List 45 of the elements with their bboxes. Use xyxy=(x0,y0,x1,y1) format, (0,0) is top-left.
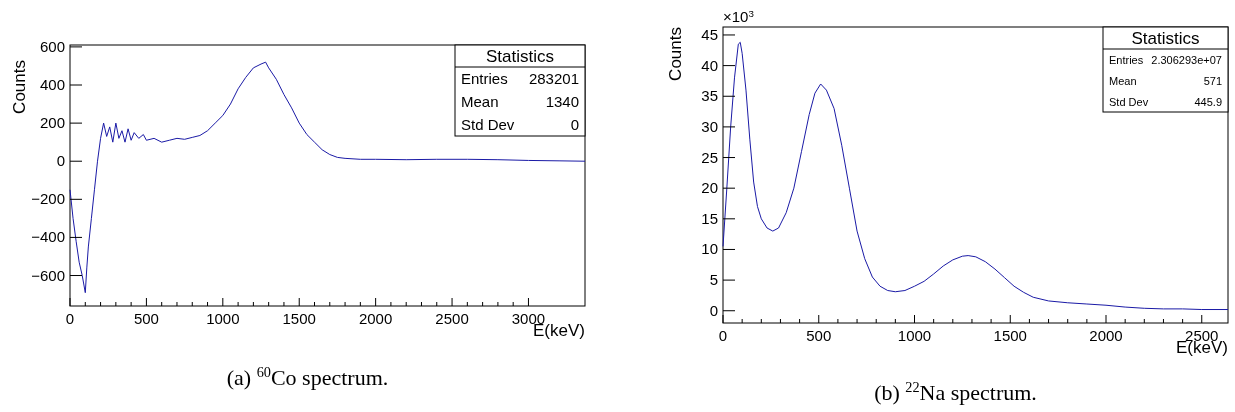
annotation: 0 xyxy=(570,116,579,133)
y-tick-label: 600 xyxy=(39,37,65,55)
y-tick-label: 20 xyxy=(701,179,718,197)
annotation: 2.306293e+07 xyxy=(1151,54,1222,66)
y-tick-label: −600 xyxy=(31,266,65,284)
text: ×10$^{3}$ xyxy=(723,7,754,25)
y-tick-label: 40 xyxy=(701,56,718,74)
x-tick-label: 2500 xyxy=(435,310,469,327)
y-tick-label: 25 xyxy=(701,148,718,166)
annotation: Std Dev xyxy=(461,116,515,133)
annotation: Statistics xyxy=(485,47,555,66)
y-tick-label: 400 xyxy=(39,76,65,94)
annotation: 283201 xyxy=(528,70,579,87)
y-tick-label: 30 xyxy=(701,117,718,135)
y-tick-label: 10 xyxy=(701,240,718,258)
y-tick-label: 200 xyxy=(39,114,65,132)
text: (a) $^{60}$Co spectrum. xyxy=(226,364,389,390)
annotation: 1340 xyxy=(545,93,579,110)
text: (b) $^{22}$Na spectrum. xyxy=(874,379,1037,405)
y-tick-label: 0 xyxy=(56,152,65,170)
x-tick-label: 500 xyxy=(133,310,159,327)
y-tick-label: 45 xyxy=(701,25,718,43)
annotation: 571 xyxy=(1203,75,1222,87)
x-tick-label: 1500 xyxy=(282,310,316,327)
y-tick-label: −200 xyxy=(31,190,65,208)
y-tick-label: 35 xyxy=(701,87,718,105)
y-axis-title: Counts xyxy=(10,60,29,114)
annotation: Entries xyxy=(1109,54,1144,66)
annotation: 445.9 xyxy=(1194,96,1222,108)
annotation: Entries xyxy=(461,70,508,87)
annotation: Statistics xyxy=(1131,29,1200,48)
line-series xyxy=(69,61,586,294)
x-tick-label: 1000 xyxy=(897,327,932,344)
y-tick-label: 15 xyxy=(701,209,718,227)
annotation: Std Dev xyxy=(1109,96,1149,108)
x-tick-label: 1500 xyxy=(993,327,1027,344)
y-tick-label: −400 xyxy=(31,228,65,246)
x-tick-label: 2000 xyxy=(1089,327,1123,344)
y-axis-title: Counts xyxy=(666,27,685,81)
x-tick-label: 2000 xyxy=(358,310,393,327)
annotation: Mean xyxy=(461,93,499,110)
annotation: Mean xyxy=(1109,75,1137,87)
x-tick-label: 500 xyxy=(806,327,832,344)
y-tick-label: 5 xyxy=(709,271,718,289)
x-tick-label: 1000 xyxy=(206,310,240,327)
